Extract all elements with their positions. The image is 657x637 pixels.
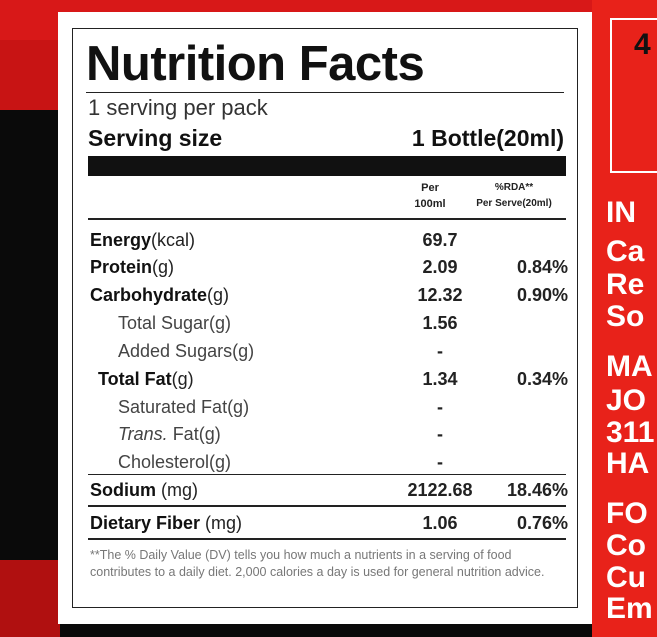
nutrient-name: Protein bbox=[90, 257, 153, 277]
per100: 1.06 bbox=[422, 513, 458, 533]
nutrient-name: Added Sugars(g) bbox=[118, 341, 255, 361]
nutrient-row: Dietary Fiber (mg) 1.06 0.76% bbox=[90, 509, 568, 535]
per100: 12.32 bbox=[417, 285, 463, 305]
serving-size-label: Serving size bbox=[88, 125, 223, 151]
divider bbox=[88, 474, 566, 475]
nutrient-row: Added Sugars(g) - bbox=[90, 337, 568, 363]
nutrient-name: Energy bbox=[90, 230, 152, 250]
side-text: So bbox=[606, 300, 645, 333]
per100: 69.7 bbox=[422, 230, 458, 250]
side-text: Em bbox=[606, 592, 653, 625]
unit: (mg) bbox=[200, 513, 243, 533]
nutrient: Total Fat(g) bbox=[98, 369, 194, 390]
unit: (mg) bbox=[156, 480, 198, 500]
serving-size: 1 Bottle(20ml) bbox=[411, 125, 564, 151]
side-text: IN bbox=[606, 196, 636, 229]
nutrient-row: Protein(g) 2.09 0.84% bbox=[90, 253, 568, 279]
nutrient-row: Trans. Fat(g) - bbox=[90, 420, 568, 446]
nutrient-row: Energy(kcal) 69.7 bbox=[90, 226, 568, 252]
header-line: Per bbox=[421, 182, 439, 194]
column-header: Per 100ml bbox=[390, 180, 470, 212]
divider bbox=[88, 218, 566, 220]
unit: (kcal) bbox=[151, 230, 196, 250]
nutrient-name: Total Sugar(g) bbox=[118, 313, 232, 333]
side-text: 311 bbox=[606, 416, 655, 449]
nutrient-row: Total Fat(g) 1.34 0.34% bbox=[90, 365, 568, 391]
nutrient-row: Cholesterol(g) - bbox=[90, 448, 568, 474]
side-text: Co bbox=[606, 529, 646, 562]
title: Nutrition Facts bbox=[86, 37, 425, 91]
nutrient: Energy(kcal) bbox=[90, 230, 195, 251]
thick-bar bbox=[88, 156, 566, 176]
unit: Fat(g) bbox=[167, 424, 221, 444]
footnote: **The % Daily Value (DV) tells you how m… bbox=[90, 548, 545, 579]
nutrient: Carbohydrate(g) bbox=[90, 285, 229, 306]
nutrient-name: Trans. bbox=[118, 424, 168, 444]
per100: 2122.68 bbox=[407, 480, 473, 500]
divider bbox=[88, 505, 566, 507]
nutrient: Trans. Fat(g) bbox=[118, 424, 221, 445]
side-text: Re bbox=[606, 268, 645, 301]
rda: 0.34% bbox=[516, 369, 568, 389]
rda: 0.90% bbox=[516, 285, 568, 305]
nutrient: Dietary Fiber (mg) bbox=[90, 513, 242, 534]
nutrient: Protein(g) bbox=[90, 257, 174, 278]
per100: - bbox=[437, 424, 443, 444]
label-border bbox=[72, 28, 578, 608]
side-text: HA bbox=[606, 447, 650, 480]
nutrient-row: Carbohydrate(g) 12.32 0.90% bbox=[90, 281, 568, 307]
unit: (g) bbox=[171, 369, 194, 389]
per100: - bbox=[437, 341, 443, 361]
rda: 18.46% bbox=[506, 480, 568, 500]
nutrient-row: Sodium (mg) 2122.68 18.46% bbox=[90, 476, 568, 502]
header-line: Per Serve(20ml) bbox=[476, 198, 552, 209]
side-panel: 4 IN Ca Re So MA JO 311 HA FO Co Cu Em bbox=[592, 0, 657, 637]
side-text: JO bbox=[606, 384, 647, 417]
unit: (g) bbox=[152, 257, 175, 277]
rda: 0.76% bbox=[516, 513, 568, 533]
per100: 1.56 bbox=[422, 313, 458, 333]
divider bbox=[88, 538, 566, 540]
unit: (g) bbox=[207, 285, 230, 305]
nutrient-name: Total Fat bbox=[98, 369, 172, 389]
nutrient-name: Saturated Fat(g) bbox=[118, 397, 250, 417]
side-box bbox=[610, 18, 657, 173]
header-line: 100ml bbox=[414, 198, 446, 210]
column-header: %RDA** Per Serve(20ml) bbox=[460, 180, 568, 212]
side-text: Cu bbox=[606, 561, 646, 594]
side-text: 4 bbox=[634, 28, 651, 61]
background bbox=[0, 560, 60, 637]
nutrient-row: Saturated Fat(g) - bbox=[90, 393, 568, 419]
per100: 1.34 bbox=[422, 369, 458, 389]
side-text: FO bbox=[606, 497, 648, 530]
divider bbox=[86, 92, 564, 93]
nutrient: Sodium (mg) bbox=[90, 480, 198, 501]
side-text: Ca bbox=[606, 235, 645, 268]
header-line: %RDA** bbox=[494, 182, 534, 193]
per100: - bbox=[437, 397, 443, 417]
per100: - bbox=[437, 452, 443, 472]
servings: 1 serving per pack bbox=[88, 95, 268, 120]
nutrient-name: Sodium bbox=[90, 480, 156, 500]
nutrient-row: Total Sugar(g) 1.56 bbox=[90, 309, 568, 335]
label-card bbox=[58, 12, 592, 624]
side-text: MA bbox=[606, 350, 653, 383]
per100: 2.09 bbox=[422, 257, 458, 277]
nutrient-name: Cholesterol(g) bbox=[118, 452, 232, 472]
nutrient-name: Dietary Fiber bbox=[90, 513, 201, 533]
nutrient-name: Carbohydrate bbox=[90, 285, 208, 305]
rda: 0.84% bbox=[516, 257, 568, 277]
background bbox=[0, 40, 60, 110]
